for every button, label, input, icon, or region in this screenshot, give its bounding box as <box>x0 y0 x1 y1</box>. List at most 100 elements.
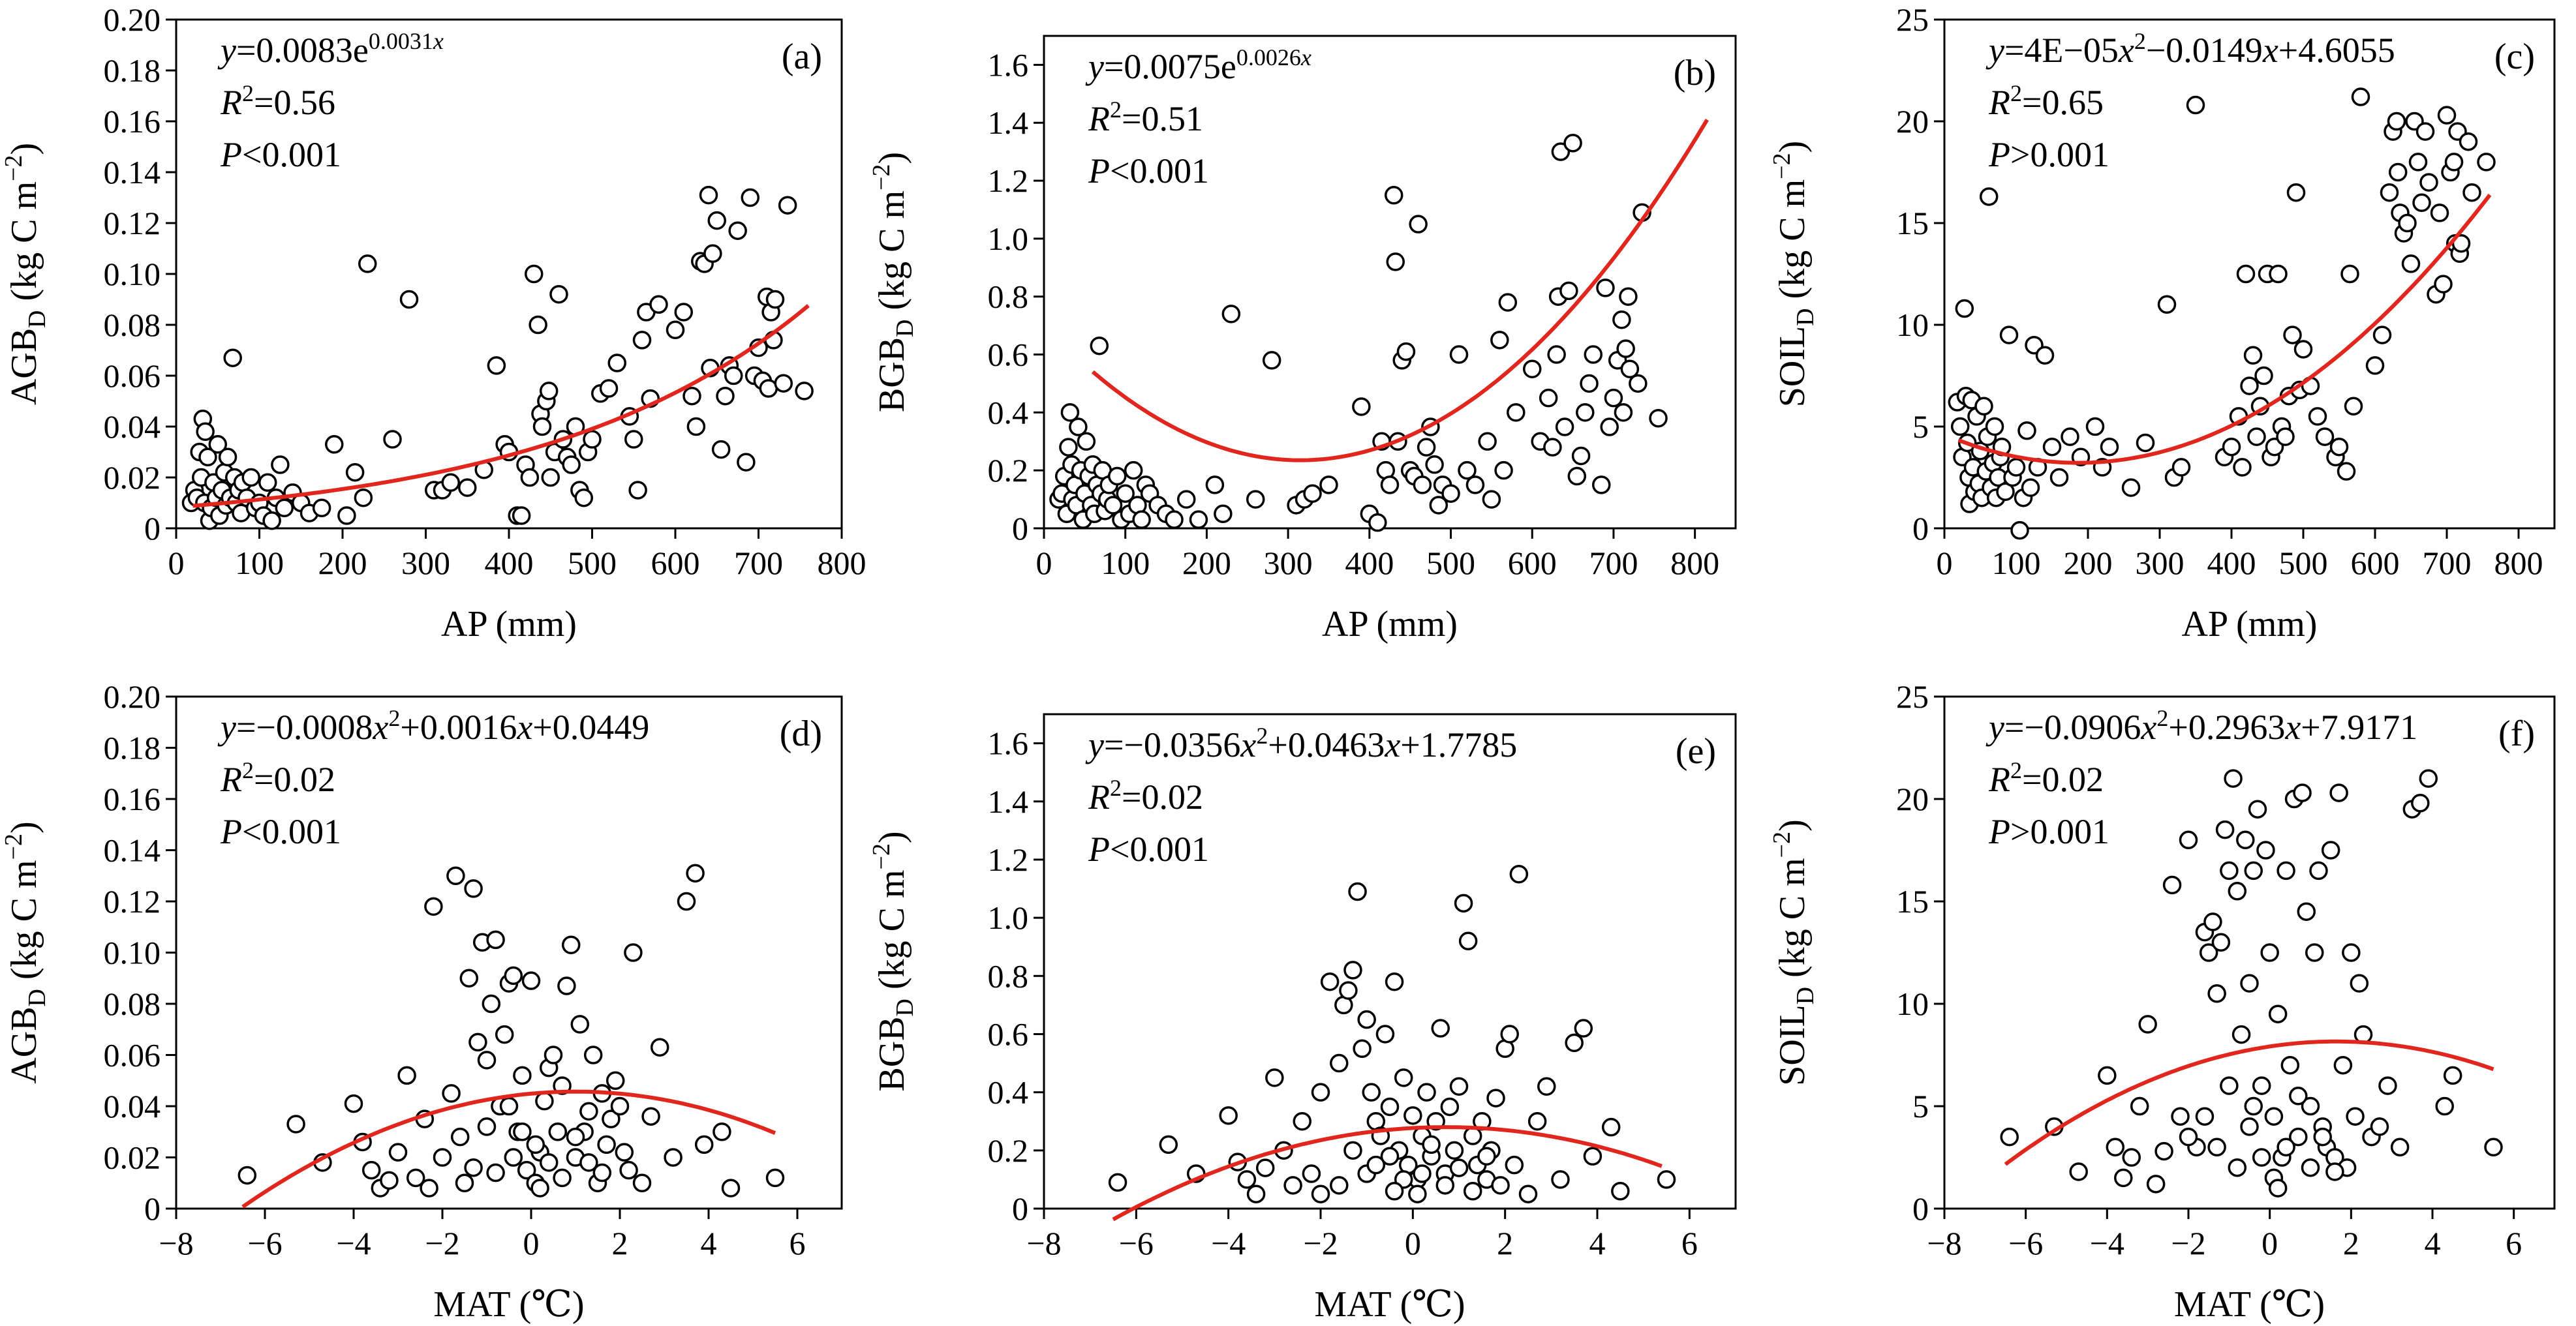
data-point <box>561 935 581 954</box>
x-tick-label: −4 <box>2090 1225 2124 1261</box>
equation-part: +0.0449 <box>532 708 649 747</box>
x-tick-label: −2 <box>1303 1225 1338 1261</box>
data-point <box>579 1102 598 1121</box>
y-tick-label: 0.2 <box>988 1132 1029 1169</box>
data-point <box>218 447 238 467</box>
data-point <box>2228 1158 2247 1177</box>
data-point <box>406 1168 425 1188</box>
y-tick-label: 0.12 <box>104 205 161 241</box>
data-point <box>1165 510 1184 529</box>
data-point <box>686 864 705 883</box>
data-point <box>2342 943 2361 962</box>
y-tick-label: 5 <box>1912 1088 1929 1124</box>
data-point <box>2372 325 2392 344</box>
data-point <box>520 468 540 487</box>
r-squared-value: =0.02 <box>2022 760 2104 799</box>
y-tick-label: 0.6 <box>988 337 1029 373</box>
data-point <box>2293 783 2312 802</box>
data-point <box>513 1123 532 1141</box>
data-point <box>337 506 356 525</box>
data-point <box>2236 264 2256 284</box>
data-point <box>2301 1096 2320 1116</box>
data-point <box>1132 510 1151 529</box>
data-point <box>275 498 294 518</box>
data-point <box>2220 861 2239 881</box>
equation-part: +1.7785 <box>1400 725 1517 764</box>
data-point <box>464 1158 483 1177</box>
data-point <box>477 1051 497 1070</box>
x-tick-label: −6 <box>1119 1225 1154 1261</box>
x-tick-label: 0 <box>1937 545 1953 581</box>
data-point <box>2277 1138 2295 1157</box>
data-point <box>1614 403 1633 422</box>
data-point <box>1445 1141 1464 1160</box>
data-point <box>442 1084 461 1103</box>
data-point <box>2244 1096 2263 1116</box>
data-point <box>446 866 465 885</box>
data-point <box>1246 1184 1266 1203</box>
data-point <box>2280 1055 2300 1075</box>
data-point <box>2380 183 2399 202</box>
data-point <box>196 422 215 442</box>
data-point <box>344 1094 363 1113</box>
data-point <box>399 290 419 309</box>
y-label-superscript: −2 <box>1768 832 1796 858</box>
y-tick-label: 0 <box>1012 510 1028 547</box>
data-point <box>1059 438 1078 457</box>
x-tick-label: 700 <box>2423 545 2472 581</box>
y-tick-label: 0.16 <box>104 781 161 817</box>
data-point <box>2207 1138 2226 1157</box>
data-point <box>1380 1097 1400 1117</box>
data-point <box>1077 432 1096 451</box>
y-tick-label: 1.4 <box>988 783 1029 820</box>
data-point <box>223 348 242 367</box>
equation-part: 0.0031 <box>369 28 433 54</box>
r-symbol: R <box>1088 777 1110 817</box>
y-axis-label: AGBD (kg C m−2) <box>0 821 51 1083</box>
data-point <box>2061 427 2079 446</box>
data-point <box>2459 132 2478 151</box>
x-tick-label: 800 <box>818 545 866 581</box>
fit-equation: y=4E−05x2−0.0149x+4.6055 <box>1986 28 2395 70</box>
equation-part: =0.0075e <box>1104 47 1236 86</box>
data-point <box>1477 1147 1496 1166</box>
data-point <box>1458 931 1478 951</box>
panel-label: (e) <box>1676 731 1716 772</box>
data-point <box>2220 1076 2239 1095</box>
data-point <box>615 1143 634 1162</box>
data-point <box>361 1160 381 1180</box>
r-squared-value: =0.02 <box>254 760 335 799</box>
data-point <box>1551 1170 1570 1189</box>
data-point <box>1176 490 1196 509</box>
equation-part: y <box>1986 31 2004 70</box>
data-point <box>2248 800 2267 819</box>
data-point <box>459 969 479 987</box>
data-point <box>795 382 814 400</box>
data-point <box>517 1160 536 1180</box>
fit-curve <box>1112 1125 1663 1222</box>
equation-part: =−0.0356 <box>1104 725 1240 764</box>
data-point <box>1482 490 1501 509</box>
data-point <box>619 1160 638 1180</box>
data-point <box>553 1168 572 1188</box>
data-point <box>624 430 643 449</box>
y-label-superscript: −2 <box>0 155 27 181</box>
data-point <box>2035 346 2055 365</box>
data-point <box>529 315 547 335</box>
data-point <box>2211 933 2231 952</box>
data-point <box>1657 1170 1676 1189</box>
y-label-unit: (kg C m <box>4 181 44 301</box>
data-point <box>1362 1083 1381 1102</box>
r-squared: R2=0.51 <box>1088 97 1203 138</box>
y-tick-label: 0.08 <box>104 307 161 343</box>
data-point <box>441 473 460 492</box>
data-point <box>1303 484 1322 503</box>
data-point <box>1352 397 1371 416</box>
x-tick-label: −6 <box>2008 1225 2043 1261</box>
data-point <box>2260 943 2279 962</box>
fit-equation: y=−0.0356x2+0.0463x+1.7785 <box>1085 723 1517 764</box>
x-tick-label: 600 <box>2351 545 2400 581</box>
y-tick-label: 1.0 <box>988 220 1029 257</box>
r-exponent: 2 <box>2010 757 2022 783</box>
x-tick-label: 100 <box>235 545 284 581</box>
